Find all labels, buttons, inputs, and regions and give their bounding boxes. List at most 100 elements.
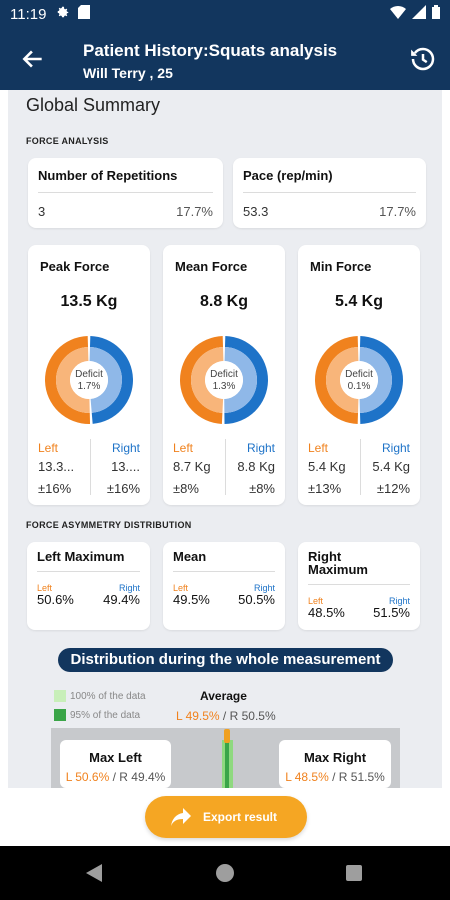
donut-deficit-value: 1.7% (78, 381, 101, 392)
average-value: L 49.5% / R 50.5% (176, 709, 276, 723)
divider (243, 192, 416, 193)
min-force-card: Min Force 5.4 Kg Deficit 0.1% Left Right… (298, 245, 420, 505)
max-left-title: Max Left (89, 750, 142, 765)
max-left-value: L 50.6% / R 49.4% (60, 770, 171, 784)
export-result-button[interactable]: Export result (145, 796, 307, 838)
share-arrow-icon (171, 808, 191, 829)
mean-force-card: Mean Force 8.8 Kg Deficit 1.3% Left Righ… (163, 245, 285, 505)
donut-left-inner (191, 347, 224, 413)
mean-force-value: 8.8 Kg (199, 293, 248, 310)
left-value: 5.4 Kg (308, 459, 346, 474)
max-right-title: Max Right (303, 750, 367, 765)
donut-left-inner (325, 347, 359, 413)
legend-95-swatch (54, 709, 66, 721)
back-triangle-icon[interactable] (86, 864, 102, 887)
export-result-label: Export result (203, 810, 278, 824)
home-circle-icon[interactable] (216, 864, 234, 887)
right-maximum-title: Right Maximum (308, 549, 368, 577)
donut-deficit-label: Deficit (345, 369, 373, 380)
average-marker (224, 729, 230, 743)
min-force-title: Min Force (310, 259, 372, 274)
mean-asymmetry-title: Mean (173, 549, 207, 564)
left-label: Left (173, 583, 189, 593)
signal-icon (412, 5, 426, 23)
min-force-value: 5.4 Kg (334, 293, 383, 310)
repetitions-percent: 17.7% (176, 204, 213, 219)
status-time: 11:19 (10, 5, 47, 23)
page-title: Patient History:Squats analysis (83, 41, 338, 60)
content-scroll[interactable]: Global Summary FORCE ANALYSIS Number of … (0, 90, 450, 788)
donut-right-inner (89, 347, 122, 413)
donut-center (70, 361, 108, 399)
left-value: 8.7 Kg (173, 459, 211, 474)
sd-card-icon (78, 5, 91, 23)
donut-left-outer (45, 336, 91, 424)
left-percent: ±16% (38, 481, 72, 496)
max-left-card: Max Left L 50.6% / R 49.4% (60, 740, 171, 788)
system-nav-bar (0, 846, 450, 900)
donut-deficit-value: 0.1% (348, 381, 371, 392)
right-value: 13.... (111, 459, 140, 474)
max-right-r: / R 51.5% (328, 770, 385, 784)
divider (173, 571, 275, 572)
legend-100-swatch (54, 690, 66, 702)
average-left: L 49.5% (176, 709, 220, 723)
pace-percent: 17.7% (379, 204, 416, 219)
repetitions-card: Number of Repetitions 3 17.7% (28, 158, 223, 228)
left-label: Left (308, 441, 329, 455)
right-label: Right (388, 596, 410, 606)
history-icon[interactable] (408, 44, 438, 74)
peak-force-value: 13.5 Kg (60, 293, 118, 310)
right-value: 50.5% (238, 592, 275, 607)
summary-sheet: Global Summary FORCE ANALYSIS Number of … (8, 90, 442, 788)
donut-right-outer (89, 336, 133, 424)
legend-100-label: 100% of the data (70, 691, 146, 702)
recents-square-icon[interactable] (346, 865, 362, 886)
force-analysis-label: FORCE ANALYSIS (26, 136, 109, 146)
max-right-value: L 48.5% / R 51.5% (279, 770, 391, 784)
donut-left-outer (179, 336, 224, 424)
donut-right-outer (359, 336, 404, 424)
right-label: Right (253, 583, 275, 593)
right-label: Right (118, 583, 140, 593)
legend-95-label: 95% of the data (70, 710, 141, 721)
distribution-title-pill: Distribution during the whole measuremen… (58, 648, 393, 672)
average-right: / R 50.5% (219, 709, 276, 723)
distribution-95-range (225, 740, 229, 788)
donut-center (340, 361, 378, 399)
divider (90, 439, 91, 495)
pace-card: Pace (rep/min) 53.3 17.7% (233, 158, 426, 228)
gear-icon (56, 5, 70, 23)
left-label: Left (173, 441, 194, 455)
left-value: 50.6% (37, 592, 74, 607)
divider (225, 439, 226, 495)
left-value: 49.5% (173, 592, 210, 607)
donut-center (205, 361, 243, 399)
donut-right-inner (359, 347, 393, 413)
donut-deficit-label: Deficit (75, 369, 103, 380)
mean-asymmetry-card: Mean Left Right 49.5% 50.5% (163, 542, 285, 630)
right-value: 8.8 Kg (237, 459, 275, 474)
mean-force-title: Mean Force (175, 259, 248, 274)
peak-force-card: Peak Force 13.5 Kg Deficit 1.7% Left Rig… (28, 245, 150, 505)
divider (38, 192, 213, 193)
peak-force-title: Peak Force (40, 259, 110, 274)
left-label: Left (308, 596, 324, 606)
mean-force-donut: Deficit 1.3% (179, 336, 268, 424)
pace-title: Pace (rep/min) (243, 168, 333, 183)
right-percent: ±8% (249, 481, 275, 496)
donut-right-outer (224, 336, 268, 424)
asymmetry-label: FORCE ASYMMETRY DISTRIBUTION (26, 520, 192, 530)
left-value: 13.3... (38, 459, 75, 474)
divider (37, 571, 140, 572)
right-value: 51.5% (373, 605, 410, 620)
min-force-donut: Deficit 0.1% (314, 336, 404, 424)
max-left-l: L 50.6% (65, 770, 110, 784)
max-right-l: L 48.5% (285, 770, 329, 784)
right-label: Right (246, 441, 275, 455)
average-title: Average (200, 689, 247, 703)
right-maximum-card: Right Maximum Left Right 48.5% 51.5% (298, 542, 420, 630)
peak-force-donut: Deficit 1.7% (45, 336, 133, 424)
arrow-left-icon[interactable] (20, 46, 46, 72)
left-value: 48.5% (308, 605, 345, 620)
